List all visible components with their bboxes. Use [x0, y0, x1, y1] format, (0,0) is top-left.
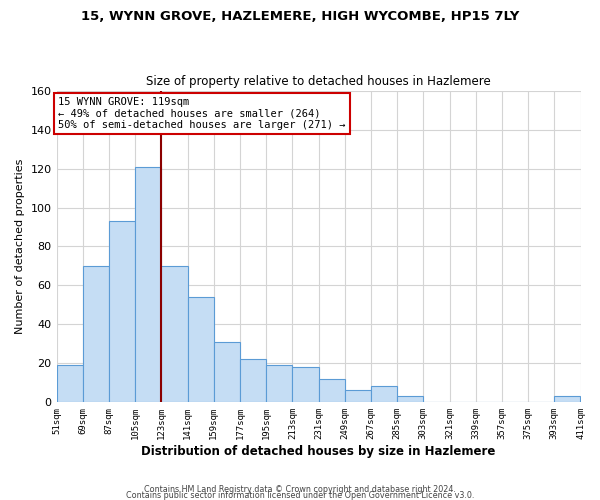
Bar: [188, 297, 214, 402]
Text: Contains HM Land Registry data © Crown copyright and database right 2024.: Contains HM Land Registry data © Crown c…: [144, 484, 456, 494]
Bar: [240, 359, 266, 402]
Bar: [554, 396, 580, 402]
Bar: [83, 266, 109, 402]
Bar: [319, 378, 345, 402]
Bar: [371, 386, 397, 402]
Text: 15, WYNN GROVE, HAZLEMERE, HIGH WYCOMBE, HP15 7LY: 15, WYNN GROVE, HAZLEMERE, HIGH WYCOMBE,…: [81, 10, 519, 23]
Bar: [397, 396, 424, 402]
Y-axis label: Number of detached properties: Number of detached properties: [15, 159, 25, 334]
Bar: [56, 365, 83, 402]
X-axis label: Distribution of detached houses by size in Hazlemere: Distribution of detached houses by size …: [142, 444, 496, 458]
Bar: [161, 266, 188, 402]
Bar: [214, 342, 240, 402]
Bar: [345, 390, 371, 402]
Bar: [135, 167, 161, 402]
Bar: [109, 221, 135, 402]
Text: Contains public sector information licensed under the Open Government Licence v3: Contains public sector information licen…: [126, 490, 474, 500]
Text: 15 WYNN GROVE: 119sqm
← 49% of detached houses are smaller (264)
50% of semi-det: 15 WYNN GROVE: 119sqm ← 49% of detached …: [58, 97, 346, 130]
Title: Size of property relative to detached houses in Hazlemere: Size of property relative to detached ho…: [146, 76, 491, 88]
Bar: [266, 365, 292, 402]
Bar: [292, 367, 319, 402]
